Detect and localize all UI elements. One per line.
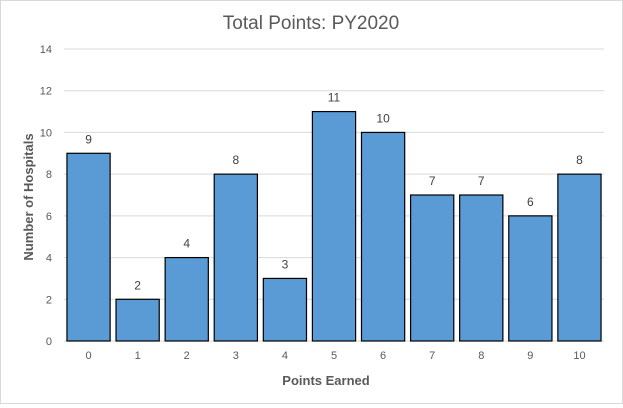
- data-label-2: 4: [183, 237, 190, 251]
- x-tick-label: 6: [380, 350, 386, 362]
- x-tick-label: 0: [85, 350, 91, 362]
- data-labels: 9 2 4 8 3 11 10 7 7 6 8: [85, 91, 583, 293]
- y-tick-label: 6: [46, 211, 52, 223]
- bar-8: [459, 194, 504, 342]
- x-tick-label: 2: [184, 350, 190, 362]
- x-tick-label: 10: [573, 350, 585, 362]
- data-label-8: 7: [478, 174, 485, 188]
- x-axis-label: Points Earned: [282, 373, 369, 388]
- bar-3: [213, 173, 259, 342]
- data-label-9: 6: [527, 195, 534, 209]
- y-tick-label: 8: [46, 169, 52, 181]
- bars: [66, 110, 602, 342]
- x-tick-label: 4: [282, 350, 288, 362]
- bar-0: [66, 152, 111, 342]
- bar-2: [164, 256, 209, 342]
- x-tick-label: 8: [478, 350, 484, 362]
- bar-1: [115, 298, 160, 342]
- y-tick-label: 0: [46, 336, 52, 348]
- data-label-0: 9: [85, 132, 92, 146]
- bar-6: [360, 131, 406, 342]
- bar-9: [508, 215, 553, 342]
- x-tick-label: 3: [233, 350, 239, 362]
- chart-title: Total Points: PY2020: [223, 13, 399, 34]
- y-axis-label: Number of Hospitals: [21, 133, 36, 260]
- data-label-3: 8: [232, 153, 239, 167]
- y-tick-label: 2: [46, 294, 52, 306]
- y-tick-label: 4: [46, 253, 52, 265]
- x-tick-label: 1: [135, 350, 141, 362]
- data-label-10: 8: [576, 153, 583, 167]
- y-axis-tick-labels: 0 2 4 6 8 10 12 14: [40, 44, 52, 348]
- data-label-6: 10: [376, 111, 390, 125]
- x-axis-tick-labels: 0 1 2 3 4 5 6 7 8 9 10: [85, 350, 585, 362]
- data-label-5: 11: [328, 91, 341, 105]
- y-tick-label: 10: [40, 127, 52, 139]
- data-label-1: 2: [134, 278, 141, 292]
- x-tick-label: 7: [429, 350, 435, 362]
- bar-10: [557, 173, 602, 342]
- bar-4: [262, 277, 308, 342]
- y-tick-label: 12: [40, 86, 52, 98]
- bar-7: [409, 194, 455, 342]
- data-label-4: 3: [282, 257, 289, 271]
- bar-5: [311, 110, 357, 342]
- data-label-7: 7: [429, 174, 436, 188]
- y-tick-label: 14: [40, 44, 52, 56]
- x-tick-label: 5: [331, 350, 337, 362]
- x-tick-label: 9: [527, 350, 533, 362]
